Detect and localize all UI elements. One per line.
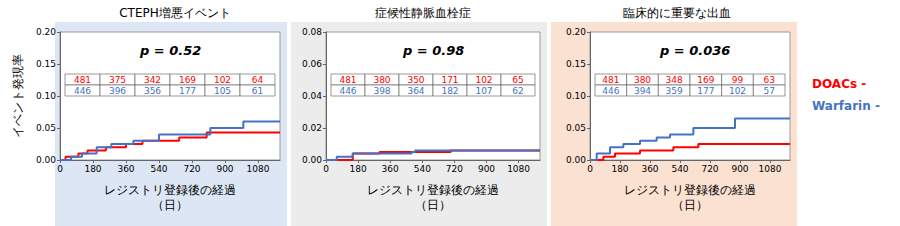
svg-text:0.05: 0.05 [36, 123, 56, 133]
svg-text:720: 720 [701, 164, 718, 174]
svg-text:396: 396 [109, 86, 126, 96]
svg-text:900: 900 [216, 164, 233, 174]
svg-text:61: 61 [252, 86, 263, 96]
svg-text:DOACs -: DOACs - [812, 77, 866, 91]
svg-text:65: 65 [512, 75, 523, 85]
svg-text:99: 99 [732, 75, 744, 85]
svg-text:（日）: （日） [152, 198, 188, 212]
svg-text:540: 540 [671, 164, 688, 174]
svg-text:169: 169 [179, 75, 196, 85]
svg-text:364: 364 [407, 86, 424, 96]
svg-text:360: 360 [382, 164, 399, 174]
svg-text:481: 481 [339, 75, 356, 85]
svg-text:1080: 1080 [507, 164, 530, 174]
svg-text:0.00: 0.00 [566, 155, 586, 165]
svg-text:169: 169 [697, 75, 714, 85]
svg-text:342: 342 [144, 75, 161, 85]
svg-text:900: 900 [478, 164, 495, 174]
svg-text:レジストリ登録後の経過: レジストリ登録後の経過 [367, 183, 499, 197]
svg-text:p = 0.036: p = 0.036 [659, 43, 730, 58]
svg-text:398: 398 [373, 86, 390, 96]
svg-text:0.10: 0.10 [36, 91, 56, 101]
svg-text:p = 0.52: p = 0.52 [139, 43, 201, 58]
svg-text:1080: 1080 [759, 164, 782, 174]
svg-text:0.20: 0.20 [36, 27, 56, 37]
svg-text:57: 57 [763, 86, 774, 96]
svg-text:症候性静脈血栓症: 症候性静脈血栓症 [375, 6, 471, 20]
svg-text:360: 360 [117, 164, 134, 174]
svg-text:102: 102 [475, 75, 492, 85]
svg-text:0.10: 0.10 [566, 91, 586, 101]
svg-text:180: 180 [84, 164, 101, 174]
svg-text:380: 380 [634, 75, 651, 85]
svg-text:180: 180 [611, 164, 628, 174]
svg-text:0: 0 [57, 164, 63, 174]
svg-text:177: 177 [179, 86, 196, 96]
svg-text:63: 63 [763, 75, 774, 85]
svg-text:0.00: 0.00 [302, 155, 322, 165]
svg-text:0.20: 0.20 [566, 27, 586, 37]
svg-text:350: 350 [407, 75, 424, 85]
svg-text:446: 446 [339, 86, 356, 96]
svg-text:0: 0 [587, 164, 593, 174]
svg-text:540: 540 [150, 164, 167, 174]
svg-text:64: 64 [252, 75, 264, 85]
svg-text:0.00: 0.00 [36, 155, 56, 165]
svg-text:720: 720 [183, 164, 200, 174]
svg-text:171: 171 [441, 75, 458, 85]
svg-text:446: 446 [602, 86, 619, 96]
svg-text:105: 105 [214, 86, 231, 96]
svg-text:102: 102 [214, 75, 231, 85]
svg-text:360: 360 [641, 164, 658, 174]
svg-text:182: 182 [441, 86, 458, 96]
svg-text:107: 107 [475, 86, 492, 96]
svg-text:177: 177 [697, 86, 714, 96]
svg-text:348: 348 [666, 75, 683, 85]
svg-text:（日）: （日） [415, 198, 451, 212]
svg-text:0.02: 0.02 [302, 123, 322, 133]
svg-text:CTEPH増悪イベント: CTEPH増悪イベント [119, 6, 231, 20]
svg-text:375: 375 [109, 75, 126, 85]
svg-text:481: 481 [602, 75, 619, 85]
svg-text:レジストリ登録後の経過: レジストリ登録後の経過 [624, 183, 756, 197]
svg-text:359: 359 [666, 86, 683, 96]
svg-text:レジストリ登録後の経過: レジストリ登録後の経過 [104, 183, 236, 197]
svg-text:臨床的に重要な出血: 臨床的に重要な出血 [623, 6, 731, 20]
svg-text:900: 900 [731, 164, 748, 174]
svg-text:62: 62 [512, 86, 523, 96]
svg-text:Warfarin -: Warfarin - [812, 99, 880, 113]
svg-text:180: 180 [350, 164, 367, 174]
svg-text:0.08: 0.08 [302, 27, 322, 37]
svg-text:p = 0.98: p = 0.98 [402, 43, 464, 58]
svg-text:0: 0 [323, 164, 329, 174]
svg-text:720: 720 [446, 164, 463, 174]
svg-text:0.15: 0.15 [566, 59, 586, 69]
svg-text:0.15: 0.15 [36, 59, 56, 69]
svg-text:1080: 1080 [247, 164, 270, 174]
svg-text:481: 481 [74, 75, 91, 85]
svg-text:0.05: 0.05 [566, 123, 586, 133]
svg-text:0.04: 0.04 [302, 91, 322, 101]
svg-text:（日）: （日） [672, 198, 708, 212]
svg-text:446: 446 [74, 86, 91, 96]
svg-text:540: 540 [414, 164, 431, 174]
svg-text:356: 356 [144, 86, 161, 96]
svg-text:0.06: 0.06 [302, 59, 322, 69]
svg-text:380: 380 [373, 75, 390, 85]
svg-text:イベント発現率: イベント発現率 [11, 54, 25, 138]
svg-text:394: 394 [634, 86, 651, 96]
svg-text:102: 102 [729, 86, 746, 96]
